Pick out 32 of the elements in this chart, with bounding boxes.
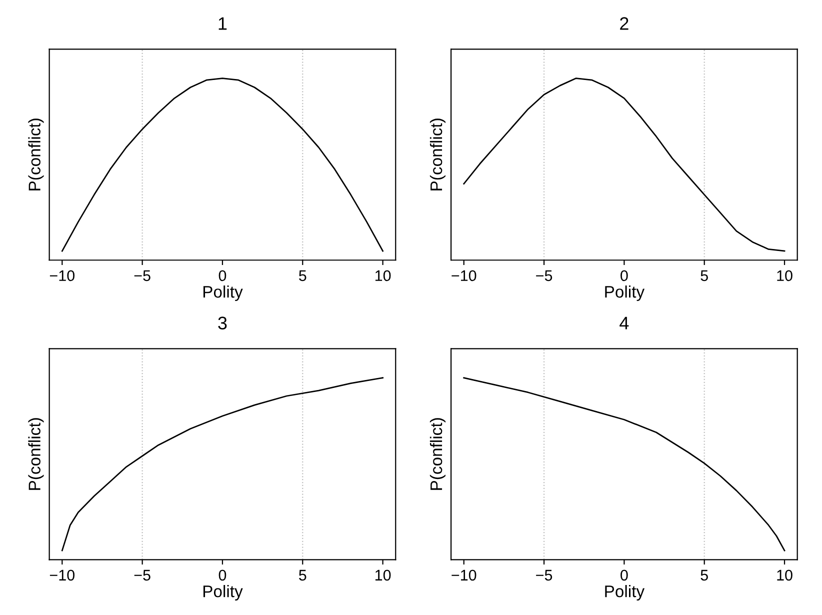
chart-title: 3 <box>218 316 227 330</box>
y-axis-title: P(conflict) <box>28 418 44 490</box>
y-axis-title: P(conflict) <box>28 118 44 190</box>
x-tick-label: 5 <box>299 570 306 581</box>
x-axis-title: Polity <box>203 285 243 302</box>
x-tick-label: 5 <box>700 270 708 282</box>
x-tick-label: 0 <box>620 270 628 282</box>
x-tick-label: 0 <box>620 570 628 581</box>
y-axis-title: P(conflict) <box>430 118 446 190</box>
x-tick-label: −10 <box>452 570 476 581</box>
x-tick-label: 0 <box>218 570 226 581</box>
x-tick-label: 5 <box>299 270 306 282</box>
x-tick-label: 10 <box>375 570 391 581</box>
x-tick-label: 5 <box>700 570 708 581</box>
chart-title: 4 <box>620 316 629 330</box>
y-axis-title: P(conflict) <box>430 418 446 490</box>
chart-title: 2 <box>620 17 628 30</box>
x-tick-label: −5 <box>536 570 552 581</box>
x-tick-label: −5 <box>134 570 150 581</box>
x-tick-label: 0 <box>218 270 226 282</box>
x-tick-label: 10 <box>777 270 792 282</box>
x-tick-label: −5 <box>536 270 552 282</box>
chart-title: 1 <box>218 17 227 30</box>
x-tick-label: −10 <box>50 570 75 581</box>
x-axis-title: Polity <box>605 285 645 302</box>
x-tick-label: −5 <box>134 270 150 282</box>
x-tick-label: 10 <box>777 570 792 581</box>
x-tick-label: 10 <box>375 270 391 282</box>
x-axis-title: Polity <box>203 585 243 601</box>
x-tick-label: −10 <box>50 270 75 282</box>
x-axis-title: Polity <box>605 585 645 601</box>
x-tick-label: −10 <box>452 270 476 282</box>
